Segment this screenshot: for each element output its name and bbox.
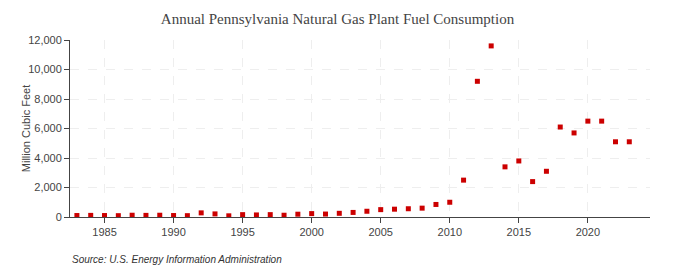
svg-text:Source: U.S. Energy Informatio: Source: U.S. Energy Information Administ… [72, 254, 282, 265]
svg-text:Million Cubic Feet: Million Cubic Feet [20, 85, 32, 172]
svg-text:2015: 2015 [507, 226, 531, 238]
svg-text:10,000: 10,000 [28, 63, 62, 75]
svg-text:6,000: 6,000 [34, 122, 62, 134]
svg-text:1985: 1985 [92, 226, 116, 238]
svg-text:2010: 2010 [438, 226, 462, 238]
svg-text:2,000: 2,000 [34, 181, 62, 193]
svg-text:8,000: 8,000 [34, 93, 62, 105]
svg-text:Annual Pennsylvania Natural Ga: Annual Pennsylvania Natural Gas Plant Fu… [161, 11, 515, 27]
svg-text:1995: 1995 [230, 226, 254, 238]
svg-text:4,000: 4,000 [34, 152, 62, 164]
svg-text:12,000: 12,000 [28, 34, 62, 46]
svg-text:1990: 1990 [161, 226, 185, 238]
svg-text:2000: 2000 [299, 226, 323, 238]
svg-text:2020: 2020 [576, 226, 600, 238]
svg-text:2005: 2005 [368, 226, 392, 238]
svg-text:0: 0 [56, 211, 62, 223]
